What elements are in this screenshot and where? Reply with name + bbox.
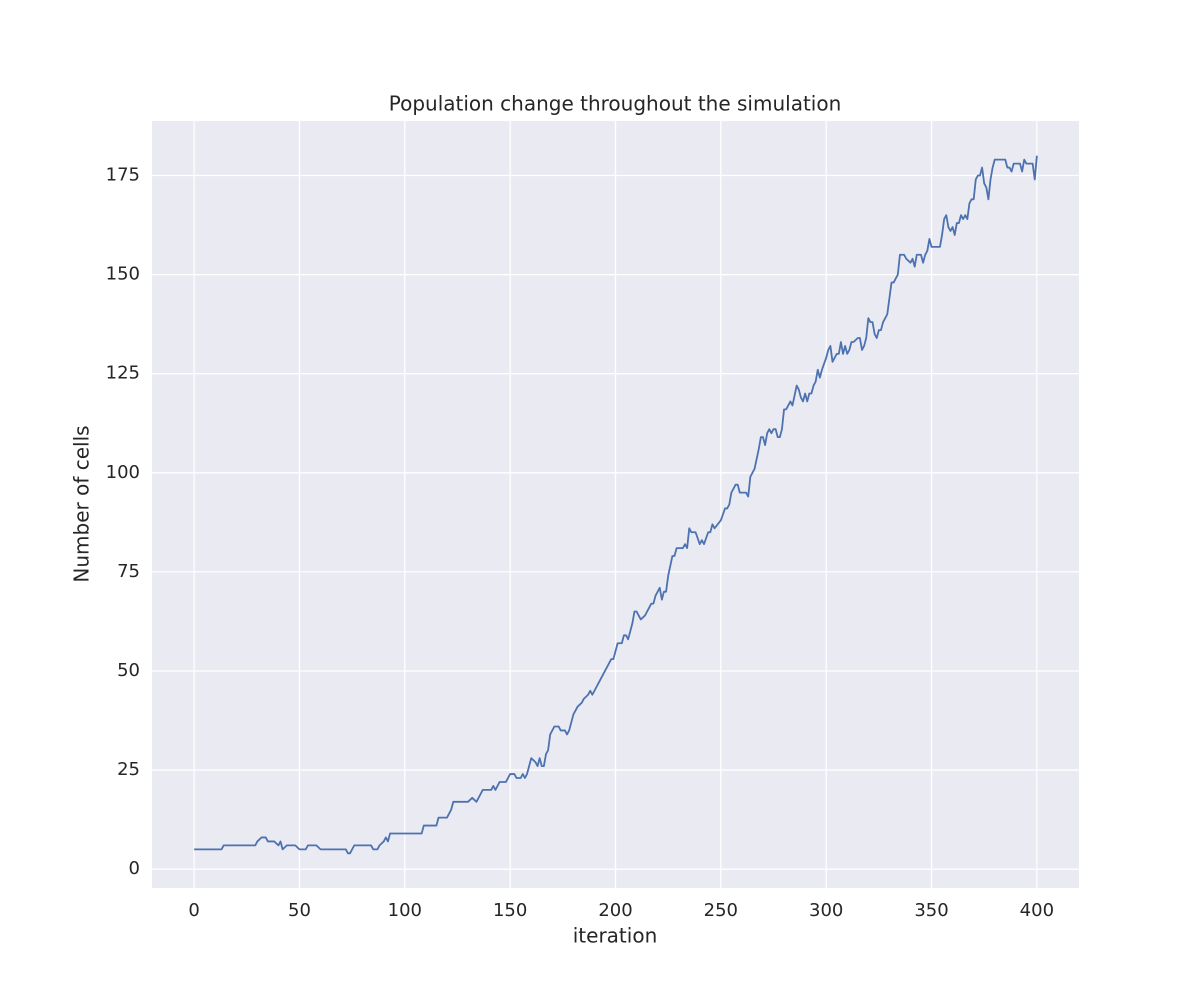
chart-title: Population change throughout the simulat… — [389, 92, 842, 116]
x-tick-label: 200 — [598, 900, 632, 921]
lines — [194, 155, 1038, 855]
x-tick-label: 250 — [704, 900, 738, 921]
y-tick-label: 25 — [117, 759, 140, 780]
x-tick-label: 100 — [388, 900, 422, 921]
x-tick-label: 50 — [288, 900, 311, 921]
x-tick-label: 150 — [493, 900, 527, 921]
y-tick-label: 100 — [106, 462, 140, 483]
y-tick-label: 50 — [117, 660, 140, 681]
y-tick-label: 0 — [129, 858, 140, 879]
y-tick-label: 75 — [117, 561, 140, 582]
x-tick-label: 300 — [809, 900, 843, 921]
data-line — [194, 155, 1038, 855]
x-tick-label: 400 — [1020, 900, 1054, 921]
x-tick-label: 350 — [914, 900, 948, 921]
x-axis-label: iteration — [573, 924, 658, 948]
y-axis-label: Number of cells — [70, 425, 94, 582]
x-tick-label: 0 — [188, 900, 199, 921]
y-tick-label: 150 — [106, 264, 140, 285]
grid — [152, 121, 1079, 888]
y-tick-label: 175 — [106, 165, 140, 186]
y-tick-label: 125 — [106, 363, 140, 384]
